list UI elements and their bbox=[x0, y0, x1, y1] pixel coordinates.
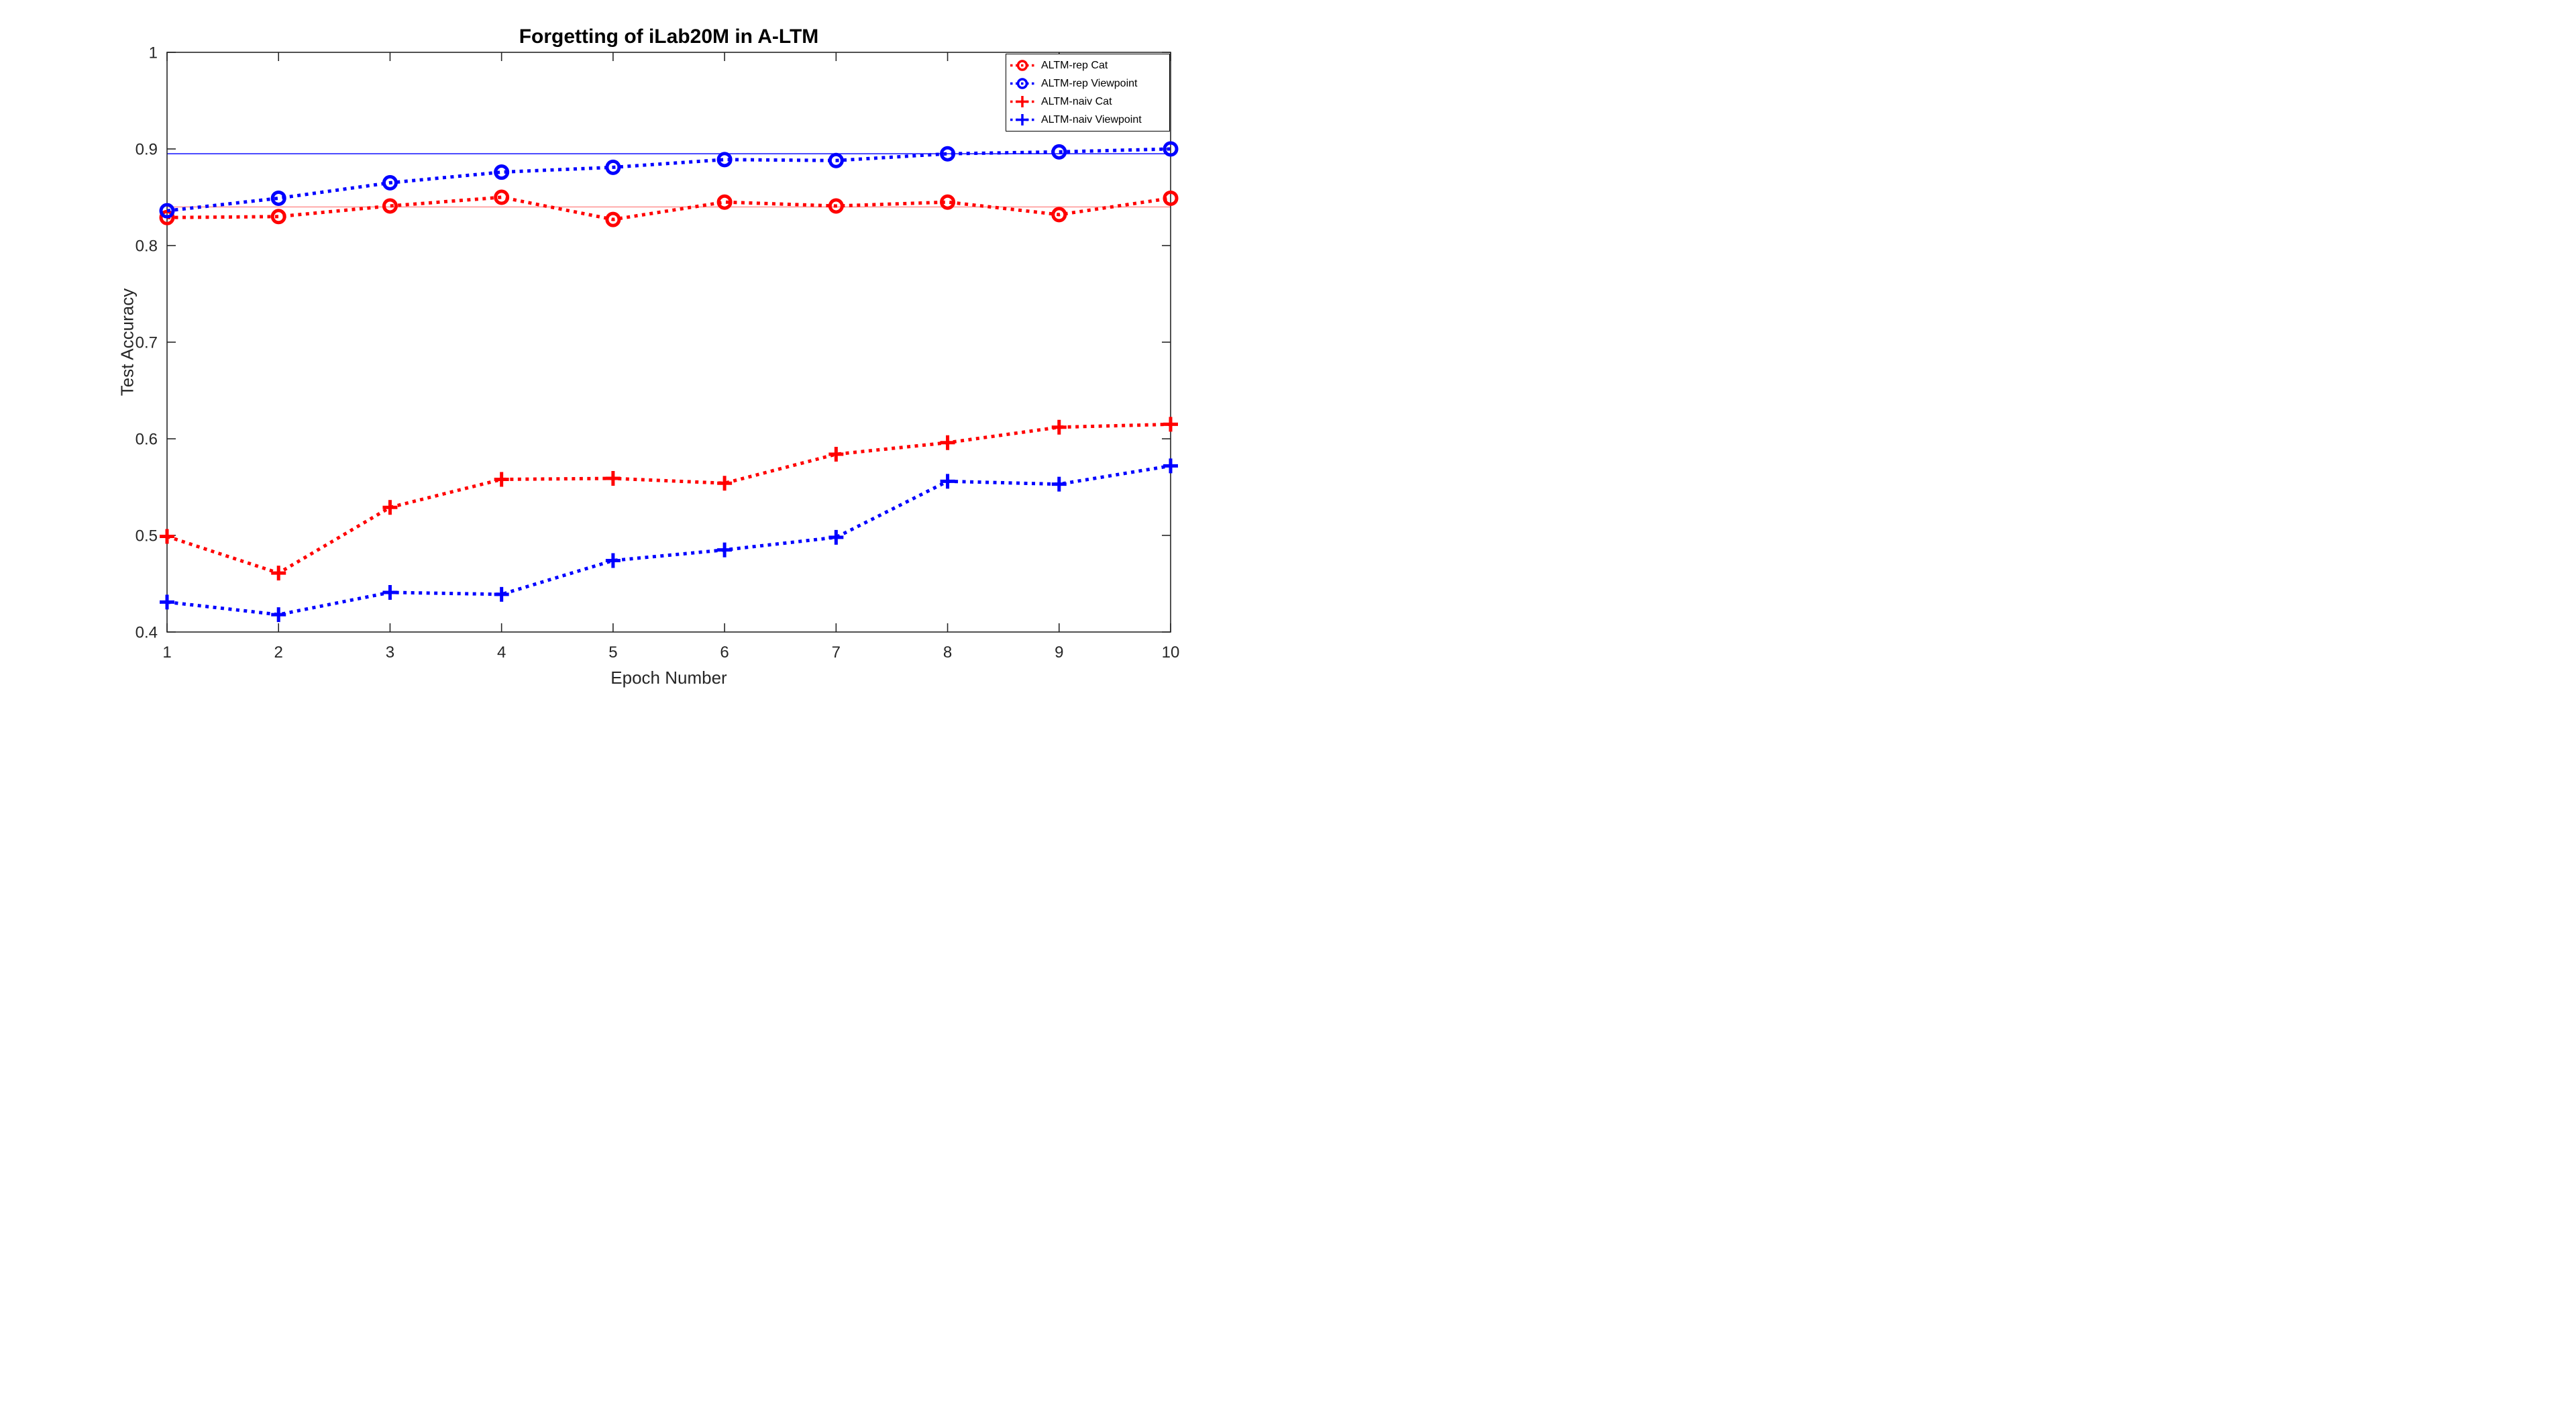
legend-item: ALTM-rep Viewpoint bbox=[1009, 75, 1167, 92]
svg-text:0.5: 0.5 bbox=[136, 527, 158, 545]
legend-label: ALTM-rep Cat bbox=[1041, 59, 1108, 71]
legend-item: ALTM-rep Cat bbox=[1009, 57, 1167, 74]
legend-item: ALTM-naiv Viewpoint bbox=[1009, 111, 1167, 128]
svg-text:6: 6 bbox=[720, 643, 729, 662]
svg-text:8: 8 bbox=[943, 643, 952, 662]
legend-label: ALTM-naiv Viewpoint bbox=[1041, 113, 1142, 125]
legend: ALTM-rep Cat ALTM-rep Viewpoint ALTM-nai… bbox=[1006, 54, 1170, 132]
legend-label: ALTM-rep Viewpoint bbox=[1041, 77, 1138, 89]
svg-text:1: 1 bbox=[162, 643, 171, 662]
x-axis-label: Epoch Number bbox=[610, 668, 727, 688]
plot-area: 0.4 0.5 0.6 0.7 0.8 0.9 1 1 2 3 4 5 6 7 8 9 10 bbox=[136, 44, 1180, 662]
legend-item: ALTM-naiv Cat bbox=[1009, 93, 1167, 110]
chart-figure: Forgetting of iLab20M in A-LTM Test Accu… bbox=[0, 0, 1288, 708]
legend-label: ALTM-naiv Cat bbox=[1041, 95, 1112, 107]
svg-text:7: 7 bbox=[832, 643, 841, 662]
svg-text:10: 10 bbox=[1162, 643, 1180, 662]
chart-title: Forgetting of iLab20M in A-LTM bbox=[519, 25, 819, 48]
legend-marker-icon bbox=[1010, 114, 1037, 125]
legend-marker-icon bbox=[1010, 60, 1037, 71]
svg-text:0.8: 0.8 bbox=[136, 237, 158, 255]
svg-text:0.7: 0.7 bbox=[136, 333, 158, 352]
svg-text:0.6: 0.6 bbox=[136, 430, 158, 448]
svg-text:9: 9 bbox=[1055, 643, 1063, 662]
legend-marker-icon bbox=[1010, 96, 1037, 107]
legend-marker-icon bbox=[1010, 78, 1037, 89]
svg-text:3: 3 bbox=[386, 643, 394, 662]
svg-text:0.4: 0.4 bbox=[136, 623, 158, 641]
svg-text:0.9: 0.9 bbox=[136, 140, 158, 158]
svg-text:1: 1 bbox=[149, 44, 158, 62]
svg-text:5: 5 bbox=[608, 643, 617, 662]
svg-text:4: 4 bbox=[497, 643, 506, 662]
svg-text:2: 2 bbox=[274, 643, 283, 662]
